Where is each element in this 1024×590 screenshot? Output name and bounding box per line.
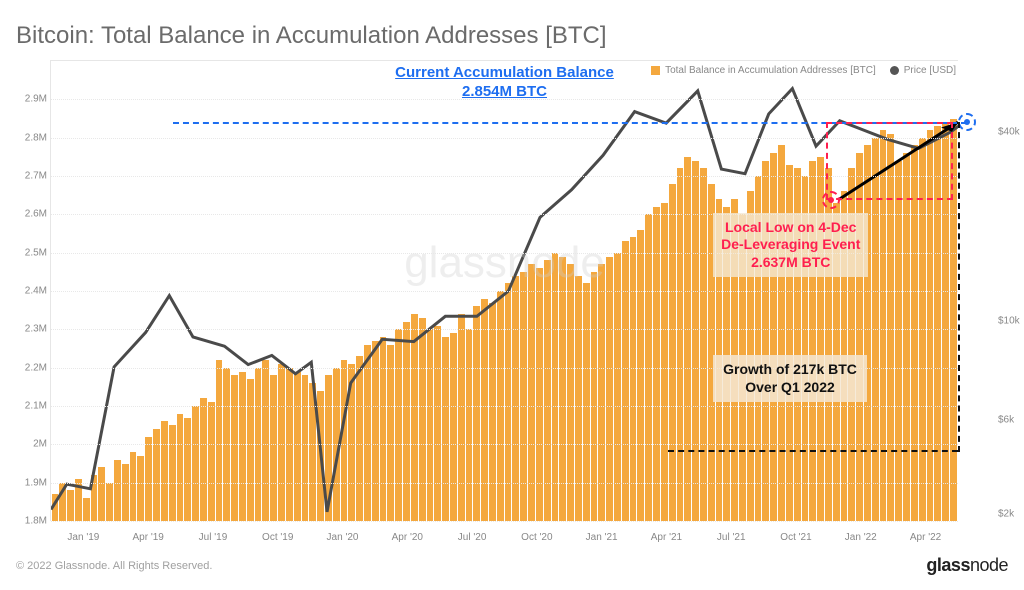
- annotation-growth: Growth of 217k BTC Over Q1 2022: [713, 355, 867, 402]
- annotation-current-balance: Current Accumulation Balance 2.854M BTC: [395, 64, 614, 102]
- annotation-local-low: Local Low on 4-Dec De-Leveraging Event 2…: [713, 213, 868, 278]
- chart-container: Bitcoin: Total Balance in Accumulation A…: [0, 0, 1024, 590]
- plot-area: glassnode: [51, 61, 958, 521]
- footer: © 2022 Glassnode. All Rights Reserved. g…: [16, 555, 1008, 576]
- chart-title: Bitcoin: Total Balance in Accumulation A…: [16, 22, 1008, 50]
- chart-area: Total Balance in Accumulation Addresses …: [50, 60, 958, 521]
- copyright: © 2022 Glassnode. All Rights Reserved.: [16, 560, 212, 572]
- brand-logo: glassnode: [926, 555, 1008, 576]
- x-axis: Jan '19Apr '19Jul '19Oct '19Jan '20Apr '…: [51, 532, 958, 543]
